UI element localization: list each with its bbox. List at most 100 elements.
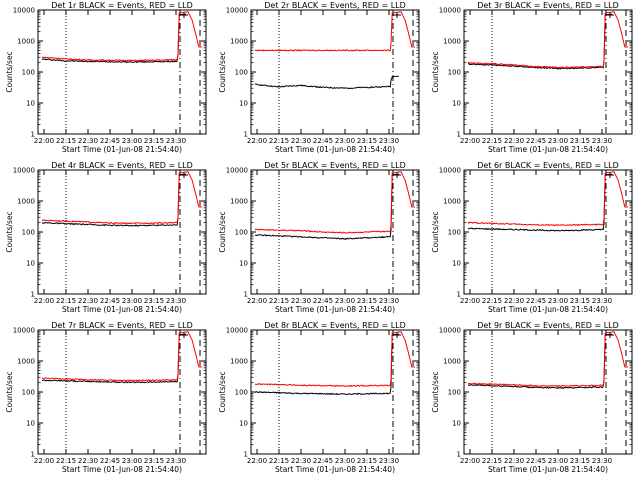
x-tick-label: 23:15 <box>570 457 590 465</box>
series-lld-line <box>42 12 202 61</box>
y-axis-label: Counts/sec <box>5 211 14 252</box>
y-tick-label: 100 <box>448 389 461 397</box>
x-tick-label: 22:00 <box>34 297 54 305</box>
y-tick-label: 10 <box>26 260 35 268</box>
series-events-line <box>468 174 612 231</box>
y-tick-label: 10 <box>26 420 35 428</box>
y-tick-label: 10 <box>239 100 248 108</box>
chart-title: Det 3r BLACK = Events, RED = LLD <box>477 1 619 10</box>
series-events-line <box>468 14 612 69</box>
panel-det-9r: Det 9r BLACK = Events, RED = LLD 1 10 100 10… <box>426 320 639 480</box>
x-tick-label: 22:00 <box>247 297 267 305</box>
x-tick-label: 22:00 <box>34 457 54 465</box>
x-tick-label: 22:15 <box>56 297 76 305</box>
panel-det-7r: Det 7r BLACK = Events, RED = LLD 1 10 100 10… <box>0 320 213 480</box>
y-tick-label: 1 <box>244 451 248 459</box>
y-tick-label: 1000 <box>443 198 461 206</box>
y-axis-label: Counts/sec <box>218 51 227 92</box>
x-tick-label: 22:30 <box>504 137 524 145</box>
x-axis-label: Start Time (01-Jun-08 21:54:40) <box>275 145 395 154</box>
y-tick-label: 100 <box>235 229 248 237</box>
panel-det-6r: Det 6r BLACK = Events, RED = LLD 1 10 100 10… <box>426 160 639 320</box>
x-tick-label: 22:30 <box>291 137 311 145</box>
chart-det-9r: Det 9r BLACK = Events, RED = LLD 1 10 100 10… <box>431 321 633 474</box>
panel-det-2r: Det 2r BLACK = Events, RED = LLD 1 10 100 10… <box>213 0 426 160</box>
series-lld-line <box>468 172 628 226</box>
y-tick-label: 10000 <box>439 7 461 15</box>
panel-det-3r: Det 3r BLACK = Events, RED = LLD 1 10 100 10… <box>426 0 639 160</box>
x-tick-label: 22:15 <box>269 457 289 465</box>
x-tick-label: 23:15 <box>144 457 164 465</box>
chart-det-2r: Det 2r BLACK = Events, RED = LLD 1 10 100 10… <box>218 1 420 154</box>
y-tick-label: 10 <box>452 420 461 428</box>
y-tick-label: 100 <box>448 69 461 77</box>
x-tick-label: 22:45 <box>313 297 333 305</box>
chart-title: Det 7r BLACK = Events, RED = LLD <box>51 321 193 330</box>
x-tick-label: 22:30 <box>78 457 98 465</box>
x-tick-label: 22:15 <box>56 457 76 465</box>
chart-det-4r: Det 4r BLACK = Events, RED = LLD 1 10 100 10… <box>5 161 207 314</box>
x-tick-label: 22:30 <box>291 297 311 305</box>
y-tick-label: 10 <box>239 260 248 268</box>
x-tick-label: 22:45 <box>526 137 546 145</box>
y-axis-label: Counts/sec <box>5 371 14 412</box>
x-tick-label: 23:00 <box>548 297 568 305</box>
x-tick-label: 22:45 <box>100 297 120 305</box>
x-tick-label: 22:00 <box>460 297 480 305</box>
y-tick-label: 10000 <box>13 7 35 15</box>
y-axis-label: Counts/sec <box>431 371 440 412</box>
x-tick-label: 23:15 <box>570 297 590 305</box>
plot-frame <box>250 329 420 455</box>
y-tick-label: 100 <box>448 229 461 237</box>
panel-det-4r: Det 4r BLACK = Events, RED = LLD 1 10 100 10… <box>0 160 213 320</box>
chart-title: Det 4r BLACK = Events, RED = LLD <box>51 161 193 170</box>
y-tick-label: 1000 <box>17 358 35 366</box>
y-tick-label: 10 <box>452 260 461 268</box>
y-tick-label: 10000 <box>13 167 35 175</box>
y-tick-label: 1000 <box>17 198 35 206</box>
y-tick-label: 1000 <box>17 38 35 46</box>
x-tick-label: 22:15 <box>482 457 502 465</box>
x-tick-label: 23:30 <box>166 297 186 305</box>
chart-det-1r: Det 1r BLACK = Events, RED = LLD 1 10 100 10… <box>5 1 207 154</box>
series-events-line <box>255 174 399 239</box>
x-tick-label: 22:45 <box>313 457 333 465</box>
chart-title: Det 5r BLACK = Events, RED = LLD <box>264 161 406 170</box>
y-tick-label: 1 <box>31 131 35 139</box>
x-axis-label: Start Time (01-Jun-08 21:54:40) <box>275 465 395 474</box>
x-tick-label: 22:15 <box>482 137 502 145</box>
x-axis-label: Start Time (01-Jun-08 21:54:40) <box>275 305 395 314</box>
series-lld-line <box>255 332 415 387</box>
x-axis-label: Start Time (01-Jun-08 21:54:40) <box>62 305 182 314</box>
plot-frame <box>37 329 207 455</box>
x-tick-label: 22:30 <box>78 137 98 145</box>
y-tick-label: 1 <box>457 131 461 139</box>
y-tick-label: 10 <box>452 100 461 108</box>
chart-det-8r: Det 8r BLACK = Events, RED = LLD 1 10 100 10… <box>218 321 420 474</box>
y-axis-label: Counts/sec <box>5 51 14 92</box>
plot-frame <box>37 169 207 295</box>
x-tick-label: 22:30 <box>291 457 311 465</box>
series-events-line <box>42 174 186 226</box>
x-tick-label: 23:00 <box>122 297 142 305</box>
plot-frame <box>463 329 633 455</box>
y-tick-label: 1000 <box>443 358 461 366</box>
x-axis-label: Start Time (01-Jun-08 21:54:40) <box>488 305 608 314</box>
y-tick-label: 10000 <box>226 7 248 15</box>
x-tick-label: 22:45 <box>526 297 546 305</box>
x-tick-label: 23:00 <box>122 457 142 465</box>
chart-title: Det 2r BLACK = Events, RED = LLD <box>264 1 406 10</box>
panel-det-8r: Det 8r BLACK = Events, RED = LLD 1 10 100 10… <box>213 320 426 480</box>
x-tick-label: 22:00 <box>460 137 480 145</box>
series-lld-line <box>42 172 202 224</box>
x-tick-label: 23:00 <box>335 297 355 305</box>
y-tick-label: 1000 <box>443 38 461 46</box>
y-tick-label: 10000 <box>226 167 248 175</box>
x-tick-label: 22:15 <box>269 297 289 305</box>
x-tick-label: 23:30 <box>379 297 399 305</box>
x-tick-label: 22:30 <box>78 297 98 305</box>
x-tick-label: 23:00 <box>548 137 568 145</box>
x-tick-label: 22:30 <box>504 457 524 465</box>
series-events-line <box>42 14 186 62</box>
y-tick-label: 100 <box>22 389 35 397</box>
